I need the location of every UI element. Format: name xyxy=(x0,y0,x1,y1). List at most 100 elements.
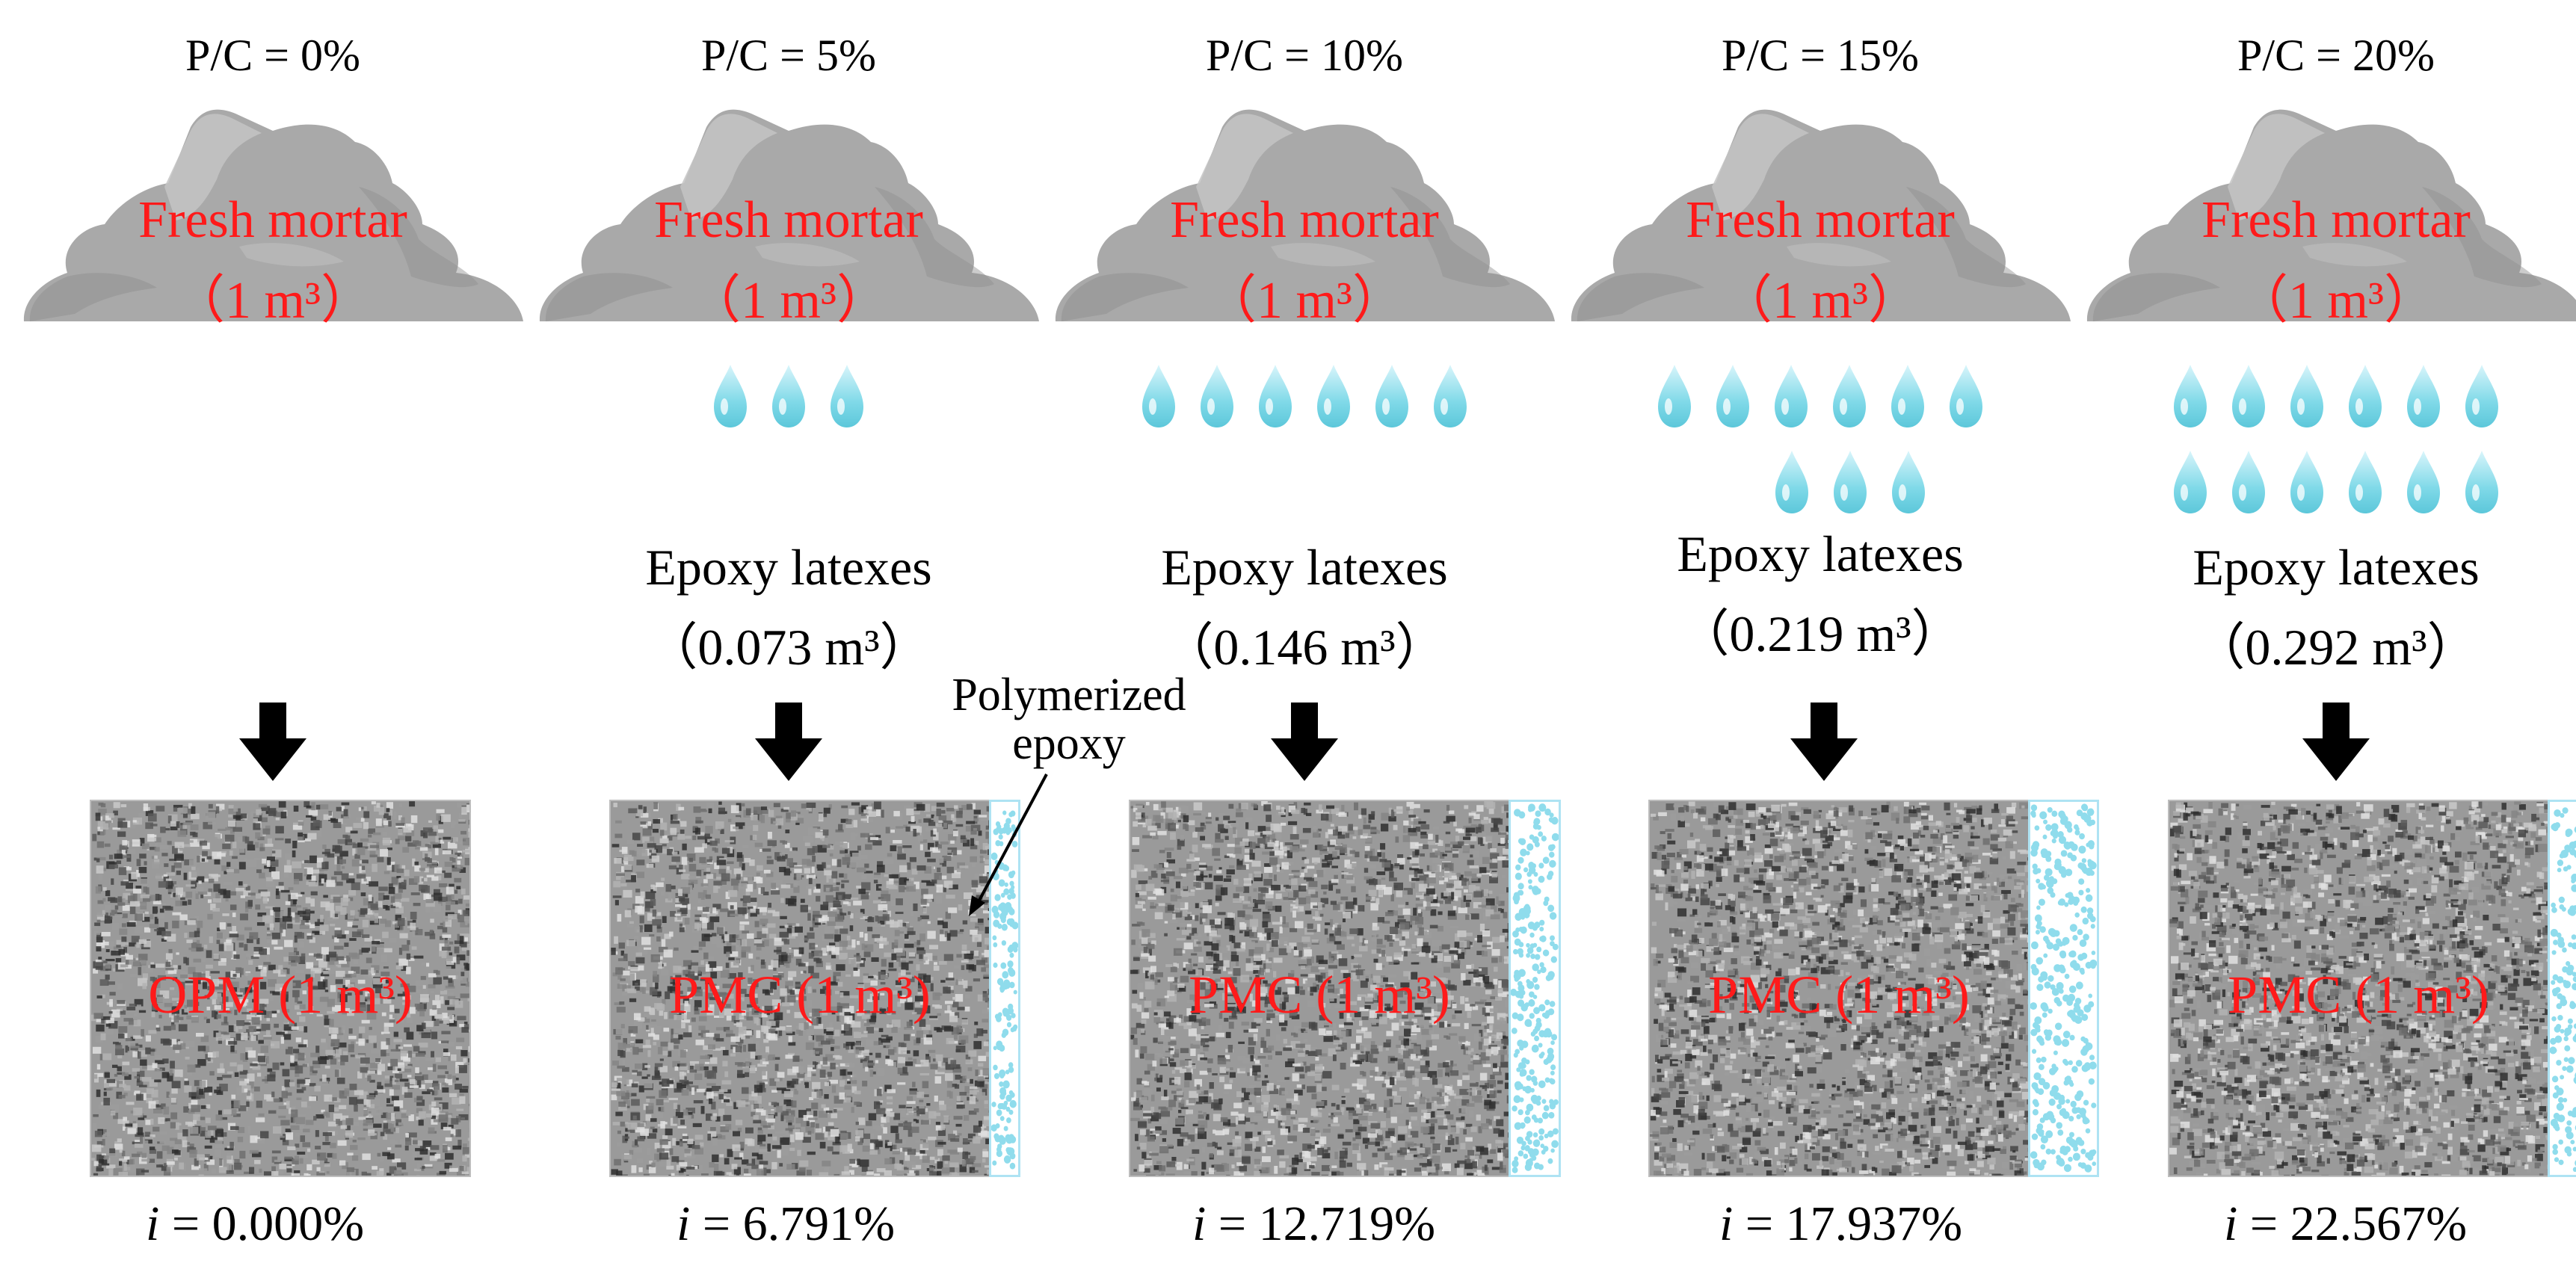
mortar-cloud-icon xyxy=(1055,109,1555,321)
increment-symbol: i xyxy=(1719,1197,1734,1251)
increment-value: i = 0.000% xyxy=(146,1196,364,1253)
drops-group xyxy=(1142,365,1467,427)
increment-number: = 12.719% xyxy=(1206,1197,1436,1251)
epoxy-label-line1: Epoxy latexes xyxy=(2193,539,2480,596)
water-drop-icon xyxy=(1834,451,1867,513)
water-drop-icon xyxy=(2407,451,2440,513)
water-drop-icon xyxy=(831,365,863,427)
mortar-cloud-icon xyxy=(2086,109,2576,321)
increment-number: = 17.937% xyxy=(1733,1197,1963,1251)
polymer-film xyxy=(2548,800,2576,1177)
water-drop-icon xyxy=(1317,365,1350,427)
mortar-cloud-icon xyxy=(23,109,523,321)
annotation-line1: Polymerized xyxy=(952,670,1186,720)
water-drop-icon xyxy=(1775,451,1808,513)
increment-symbol: i xyxy=(146,1197,160,1251)
water-drop-icon xyxy=(1891,365,1924,427)
mortar-block xyxy=(609,800,990,1177)
drops-group xyxy=(2174,365,2498,513)
epoxy-label-line1: Epoxy latexes xyxy=(1677,525,1964,582)
mortar-texture xyxy=(91,801,469,1176)
polymer-film xyxy=(2028,800,2099,1177)
pc-ratio-label: P/C = 5% xyxy=(701,31,876,80)
water-drop-icon xyxy=(1375,365,1408,427)
drops-group xyxy=(1658,365,1982,513)
pc-ratio-label: P/C = 0% xyxy=(185,31,360,80)
epoxy-label-line1: Epoxy latexes xyxy=(645,539,932,596)
panel-4: P/C = 20% Fresh mortar （1 m³） xyxy=(2078,0,2576,1269)
annotation-arrow xyxy=(969,774,1048,916)
pc-ratio-label: P/C = 15% xyxy=(1722,31,1919,80)
cloud-label-line1: Fresh mortar xyxy=(1686,191,1955,249)
panel-0: P/C = 0% Fresh mortar （1 m³） OPM (1 m³) i … xyxy=(15,0,531,1269)
down-arrow-icon xyxy=(2302,703,2370,781)
water-drop-icon xyxy=(2290,365,2323,427)
water-drop-icon xyxy=(1658,365,1691,427)
water-drop-icon xyxy=(1142,365,1175,427)
cloud-label-line1: Fresh mortar xyxy=(654,191,923,249)
mortar-texture xyxy=(1130,801,1509,1176)
mortar-cloud-icon xyxy=(539,109,1039,321)
polymer-film xyxy=(989,800,1020,1177)
epoxy-label-line2: （0.292 m³） xyxy=(2194,619,2478,676)
increment-number: = 22.567% xyxy=(2237,1197,2468,1251)
increment-symbol: i xyxy=(1192,1197,1207,1251)
cloud-label-line2: （1 m³） xyxy=(2236,272,2436,330)
polymer-film xyxy=(1509,800,1561,1177)
mortar-texture xyxy=(2169,801,2548,1176)
water-drop-icon xyxy=(1892,451,1925,513)
mortar-texture xyxy=(1650,801,2028,1176)
cloud-label-line2: （1 m³） xyxy=(1720,272,1920,330)
increment-number: = 0.000% xyxy=(159,1197,365,1251)
panel-1: P/C = 5% Fresh mortar （1 m³） Epoxy lat xyxy=(531,0,1047,1269)
increment-symbol: i xyxy=(2224,1197,2238,1251)
block-label: PMC (1 m³) xyxy=(1189,965,1450,1025)
water-drop-icon xyxy=(1950,365,1982,427)
block-label: OPM (1 m³) xyxy=(148,965,413,1025)
water-drop-icon xyxy=(1434,365,1467,427)
water-drop-icon xyxy=(1259,365,1292,427)
increment-value: i = 22.567% xyxy=(2224,1196,2467,1253)
panel-2: P/C = 10% Fresh mortar （1 m³） xyxy=(1047,0,1562,1269)
cloud-label-line1: Fresh mortar xyxy=(1170,191,1439,249)
panel-3: P/C = 15% Fresh mortar （1 m³） xyxy=(1562,0,2099,1269)
annotation-label: Polymerized epoxy xyxy=(927,669,1211,771)
water-drop-icon xyxy=(1716,365,1749,427)
increment-symbol: i xyxy=(677,1197,691,1251)
cloud-label-line1: Fresh mortar xyxy=(2201,191,2471,249)
increment-value: i = 17.937% xyxy=(1719,1196,1962,1253)
increment-value: i = 12.719% xyxy=(1192,1196,1435,1253)
water-drop-icon xyxy=(1775,365,1808,427)
mortar-cloud-icon xyxy=(1571,109,2071,321)
block-label: PMC (1 m³) xyxy=(669,965,931,1025)
water-drop-icon xyxy=(1833,365,1866,427)
down-arrow-icon xyxy=(1790,703,1858,781)
increment-number: = 6.791% xyxy=(690,1197,896,1251)
water-drop-icon xyxy=(2290,451,2323,513)
water-drop-icon xyxy=(2465,451,2498,513)
water-drop-icon xyxy=(2465,365,2498,427)
water-drop-icon xyxy=(2174,365,2207,427)
mortar-block xyxy=(1648,800,2030,1177)
epoxy-label-line1: Epoxy latexes xyxy=(1161,539,1448,596)
water-drop-icon xyxy=(2349,451,2382,513)
cloud-label-line1: Fresh mortar xyxy=(138,191,407,249)
water-drop-icon xyxy=(2232,451,2265,513)
mortar-block xyxy=(1129,800,1510,1177)
mortar-block xyxy=(90,800,471,1177)
down-arrow-icon xyxy=(1271,703,1338,781)
down-arrow-icon xyxy=(755,703,822,781)
water-drop-icon xyxy=(1201,365,1233,427)
pc-ratio-label: P/C = 20% xyxy=(2237,31,2435,80)
pc-ratio-label: P/C = 10% xyxy=(1206,31,1403,80)
cloud-label-line2: （1 m³） xyxy=(688,272,889,330)
cloud-label-line2: （1 m³） xyxy=(1204,272,1405,330)
block-label: PMC (1 m³) xyxy=(2228,965,2489,1025)
drops-group xyxy=(714,365,863,427)
water-drop-icon xyxy=(2232,365,2265,427)
epoxy-label-line2: （0.146 m³） xyxy=(1162,619,1446,676)
down-arrow-icon xyxy=(239,703,306,781)
water-drop-icon xyxy=(714,365,747,427)
epoxy-label-line2: （0.073 m³） xyxy=(647,619,931,676)
